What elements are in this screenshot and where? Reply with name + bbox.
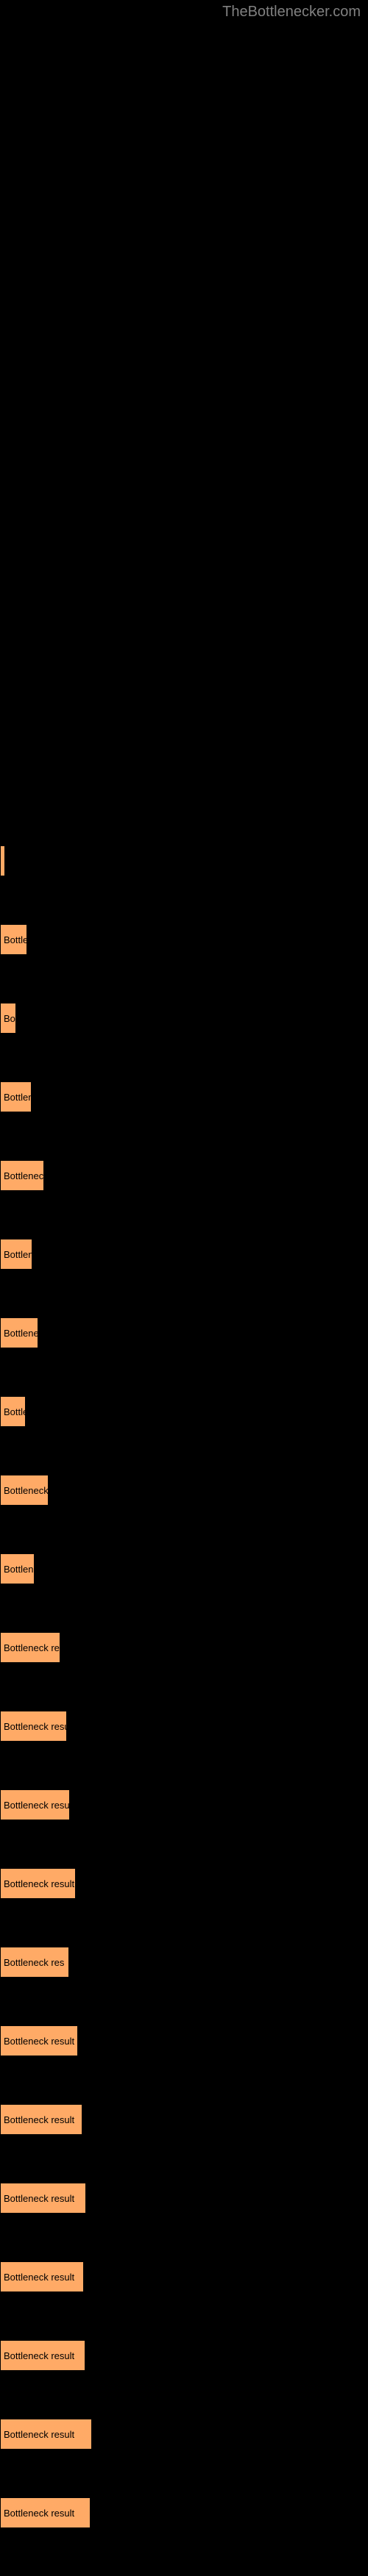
bar: Bottleneck result	[0, 2497, 91, 2528]
bar-row: Bottle	[0, 924, 368, 955]
bar-row: Bottleneck result	[0, 1711, 368, 1742]
bar-row: Bottlene	[0, 1239, 368, 1270]
bar: Bottleneck result	[0, 1868, 76, 1899]
bar: Bottleneck result	[0, 2419, 92, 2450]
bar-chart: Bottle Bo Bottlene Bottleneck Bottlene Bottle…	[0, 0, 368, 2528]
bar: Bottleneck res	[0, 1947, 69, 1978]
bar: Bottleneck result	[0, 2104, 82, 2135]
bar: Bottle	[0, 1396, 26, 1427]
bar: Bottleneck result	[0, 2025, 78, 2056]
bar-row: Bottlenec	[0, 1317, 368, 1348]
bar-row: Bottleneck result	[0, 2419, 368, 2450]
bar: Bottleneck result	[0, 2183, 86, 2214]
bar: Bottlene	[0, 1553, 35, 1584]
bar-row: Bottleneck result	[0, 2340, 368, 2371]
bar-row: Bottleneck	[0, 1160, 368, 1191]
bar: Bottleneck result	[0, 2261, 84, 2292]
bar-row: Bottleneck result	[0, 1789, 368, 1820]
bar-row: Bottleneck resu	[0, 1632, 368, 1663]
bar: Bottleneck	[0, 1160, 44, 1191]
bar-row: Bo	[0, 1003, 368, 1034]
bar-row: Bottleneck result	[0, 2497, 368, 2528]
bar: Bottlene	[0, 1081, 32, 1112]
bar-row: Bottleneck res	[0, 1947, 368, 1978]
bar: Bottleneck result	[0, 1711, 67, 1742]
bar-row: Bottlene	[0, 1553, 368, 1584]
bar-row: Bottleneck result	[0, 1868, 368, 1899]
bar: Bottleneck result	[0, 1789, 70, 1820]
bar-row: Bottle	[0, 1396, 368, 1427]
bar-row: Bottleneck r	[0, 1475, 368, 1506]
bar-row: Bottleneck result	[0, 2025, 368, 2056]
bar: Bottleneck r	[0, 1475, 49, 1506]
bar: Bo	[0, 1003, 16, 1034]
bar-row: Bottlene	[0, 1081, 368, 1112]
bar-row	[0, 845, 368, 876]
bar: Bottleneck resu	[0, 1632, 60, 1663]
bar-row: Bottleneck result	[0, 2261, 368, 2292]
bar: Bottlenec	[0, 1317, 38, 1348]
watermark-text: TheBottlenecker.com	[222, 4, 361, 21]
bar: Bottleneck result	[0, 2340, 85, 2371]
bar-row: Bottleneck result	[0, 2104, 368, 2135]
bar: Bottlene	[0, 1239, 32, 1270]
bar-row: Bottleneck result	[0, 2183, 368, 2214]
bar: Bottle	[0, 924, 27, 955]
bar	[0, 845, 5, 876]
